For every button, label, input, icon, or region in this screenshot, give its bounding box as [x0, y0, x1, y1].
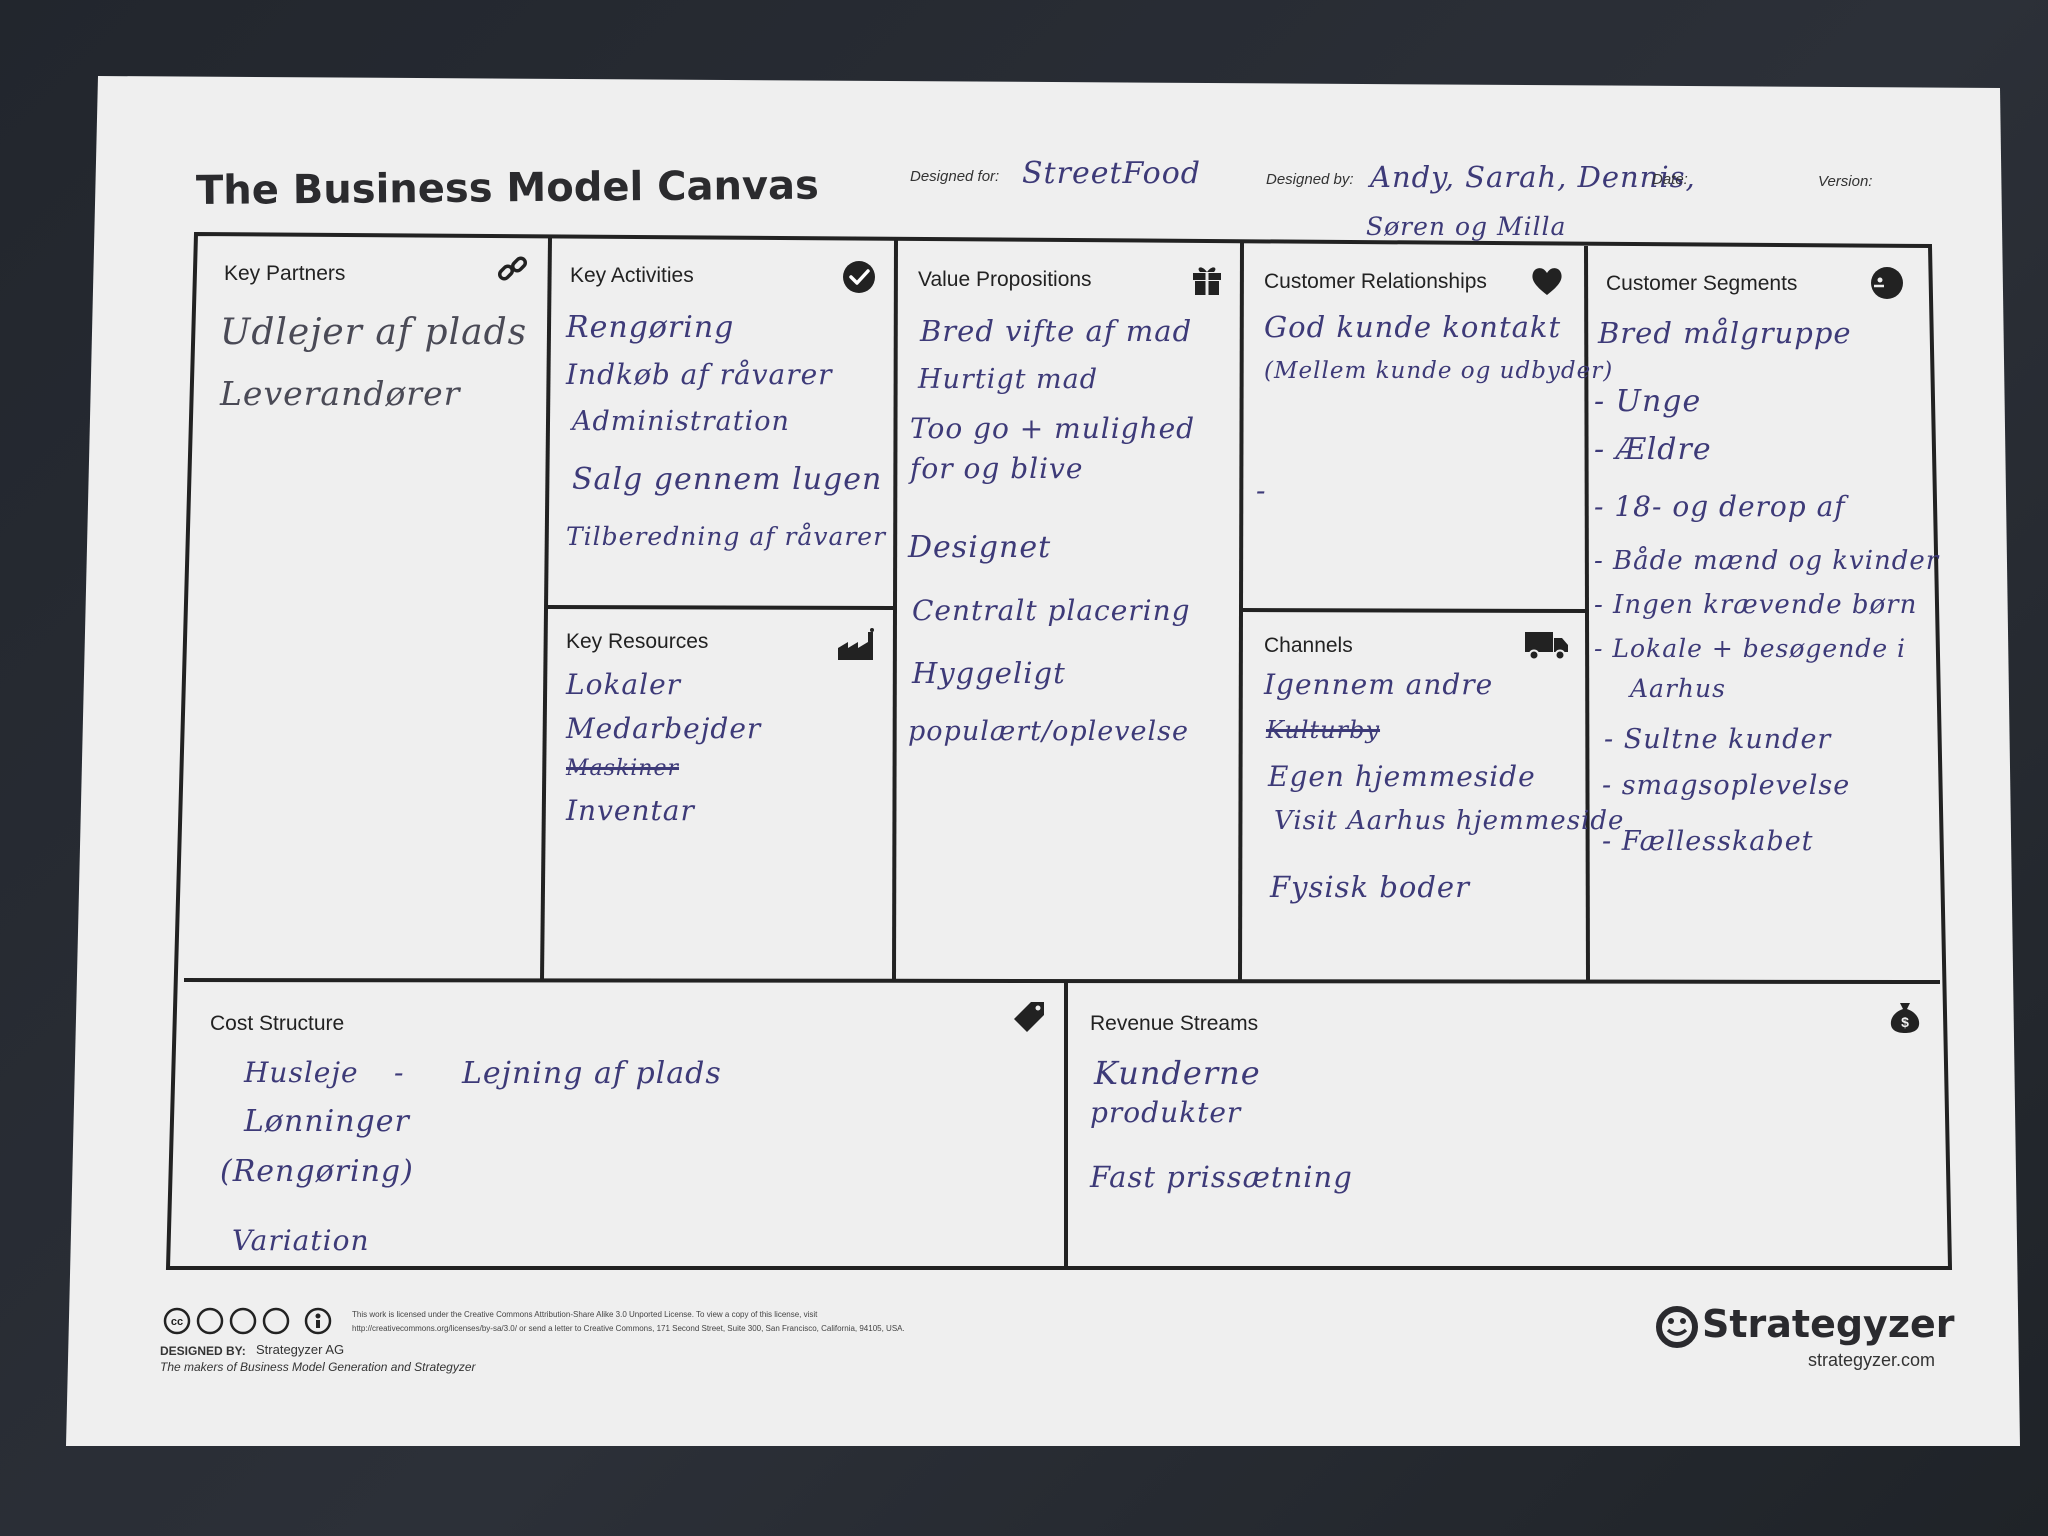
strategyzer-url: strategyzer.com [1808, 1350, 1936, 1370]
designed-by-footer-value: Strategyzer AG [256, 1342, 345, 1357]
key-activities-note: Rengøring [566, 310, 735, 345]
license-text-line1: This work is licensed under the Creative… [352, 1310, 818, 1319]
cost-structure-label: Cost Structure [210, 1012, 345, 1035]
key-activities-note: Administration [572, 406, 790, 437]
channels-note: Fysisk boder [1270, 870, 1470, 904]
relationships-channels-divider [1240, 608, 1587, 613]
value-propositions-note: Designet [908, 530, 1052, 565]
face-icon [1871, 267, 1903, 299]
cost-structure-note: Husleje [244, 1056, 359, 1089]
cost-structure-note: Variation [232, 1224, 370, 1257]
money-bag-icon: $ [1890, 1003, 1920, 1033]
channels-note-crossed: Kulturby [1266, 716, 1381, 744]
truck-icon [1525, 632, 1568, 661]
revenue-streams-note: Kunderne [1094, 1054, 1261, 1092]
designed-by-label: Designed by: [1266, 171, 1354, 188]
customer-relationships-note: (Mellem kunde og udbyder) [1264, 358, 1614, 384]
canvas-grid [165, 231, 1953, 1270]
value-propositions-note: populært/oplevelse [908, 716, 1189, 747]
revenue-streams-note: Fast prissætning [1090, 1160, 1353, 1194]
designed-by-value-line1: Andy, Sarah, Dennis, [1370, 160, 1696, 194]
customer-segments-note: - 18- og derop af [1594, 490, 1846, 523]
value-propositions-note: Hurtigt mad [918, 364, 1099, 395]
key-resources-label: Key Resources [566, 630, 709, 653]
strategyzer-brand: Strategyzer [1702, 1302, 1955, 1346]
nc-icon [262, 1307, 290, 1335]
license-text-line2: http://creativecommons.org/licenses/by-s… [352, 1324, 905, 1333]
gift-icon [1193, 267, 1221, 295]
customer-segments-label: Customer Segments [1606, 272, 1798, 295]
customer-segments-note: - Både mænd og kvinder [1594, 546, 1940, 576]
cost-structure-note: Lønninger [244, 1104, 410, 1139]
svg-text:cc: cc [171, 1316, 183, 1328]
strategyzer-logo-icon [1656, 1306, 1698, 1348]
footer-tagline: The makers of Business Model Generation … [160, 1360, 476, 1374]
value-propositions-note: Centralt placering [912, 594, 1191, 627]
version-label: Version: [1818, 173, 1873, 190]
key-partners-note: Udlejer af plads [220, 312, 528, 353]
cost-structure-note: Lejning af plads [462, 1056, 722, 1091]
revenue-streams-note: produkter [1090, 1096, 1242, 1129]
grid-col-1 [540, 237, 552, 981]
value-propositions-label: Value Propositions [918, 268, 1092, 291]
customer-segments-note: - Sultne kunder [1604, 724, 1832, 755]
heart-icon [1532, 268, 1562, 295]
key-activities-note: Salg gennem lugen [572, 462, 883, 497]
cost-structure-note: (Rengøring) [220, 1154, 414, 1189]
customer-segments-note: - Fællesskabet [1602, 826, 1814, 857]
designed-for-value: StreetFood [1022, 156, 1202, 191]
value-propositions-note: for og blive [910, 452, 1084, 485]
grid-col-4 [1584, 245, 1590, 982]
customer-segments-note: - Unge [1594, 384, 1702, 419]
page-title: The Business Model Canvas [195, 162, 820, 214]
person-icon [304, 1307, 332, 1335]
channels-label: Channels [1264, 634, 1353, 657]
paper-sheet [66, 76, 2020, 1446]
customer-segments-note: Bred målgruppe [1598, 316, 1852, 350]
customer-relationships-note: God kunde kontakt [1264, 310, 1562, 344]
value-propositions-note: Hyggeligt [912, 656, 1066, 690]
revenue-streams-label: Revenue Streams [1090, 1012, 1259, 1035]
customer-relationships-note: - [1256, 474, 1267, 507]
designed-by-footer-label: DESIGNED BY: [160, 1344, 246, 1358]
key-activities-note: Tilberedning af råvarer [566, 522, 887, 551]
grid-row-divider [183, 978, 1941, 984]
designed-by-value-line2: Søren og Milla [1366, 212, 1567, 241]
date-label: Date: [1652, 171, 1688, 188]
link-icon [497, 256, 528, 281]
key-resources-note: Inventar [566, 794, 695, 827]
designed-for-label: Designed for: [910, 168, 1000, 185]
customer-segments-note: - Ældre [1594, 432, 1712, 467]
license-icons: cc [163, 1307, 332, 1335]
by-icon [196, 1307, 224, 1335]
activities-resources-divider [547, 605, 896, 610]
key-resources-note: Lokaler [566, 668, 682, 701]
customer-relationships-label: Customer Relationships [1264, 270, 1487, 293]
svg-text:$: $ [1901, 1014, 1909, 1030]
customer-segments-note: - Lokale + besøgende i [1594, 634, 1907, 663]
tag-icon [1014, 1002, 1044, 1032]
key-partners-label: Key Partners [224, 262, 346, 285]
value-propositions-note: Bred vifte af mad [920, 314, 1193, 348]
sa-icon [229, 1307, 257, 1335]
factory-icon [838, 628, 874, 660]
canvas-outer-frame [165, 231, 1953, 1270]
key-activities-label: Key Activities [570, 264, 694, 287]
channels-note: Visit Aarhus hjemmeside [1274, 806, 1625, 836]
customer-segments-note: - Ingen krævende børn [1594, 590, 1918, 620]
key-resources-note: Medarbejder [566, 712, 762, 745]
cost-structure-note: - [394, 1056, 405, 1089]
cc-icon [163, 1307, 191, 1335]
channels-note: Igennem andre [1264, 668, 1494, 701]
customer-segments-note: Aarhus [1630, 674, 1726, 703]
grid-col-2 [892, 239, 898, 981]
channels-note: Egen hjemmeside [1268, 760, 1536, 793]
key-resources-note-crossed: Maskiner [566, 756, 680, 781]
checkmark-icon [843, 261, 875, 293]
customer-segments-note: - smagsoplevelse [1602, 770, 1851, 801]
value-propositions-note: Too go + mulighed [910, 412, 1196, 445]
key-partners-note: Leverandører [220, 374, 461, 413]
key-activities-note: Indkøb af råvarer [566, 358, 833, 391]
